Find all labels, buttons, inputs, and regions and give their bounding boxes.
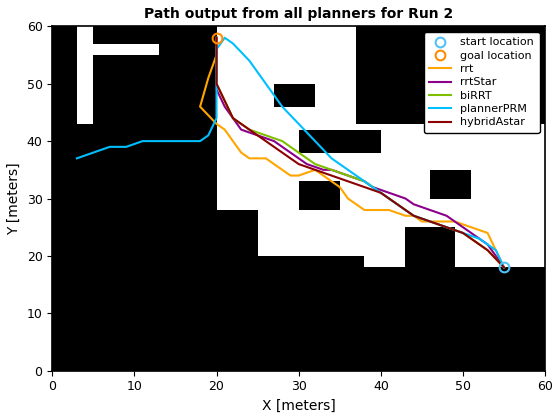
Bar bbox=[258, 256, 365, 285]
Bar bbox=[217, 285, 365, 371]
Bar bbox=[52, 210, 217, 371]
Bar bbox=[94, 26, 159, 44]
Bar bbox=[159, 170, 200, 187]
Bar bbox=[356, 26, 545, 124]
Bar bbox=[340, 130, 381, 152]
Bar bbox=[94, 55, 159, 124]
Bar bbox=[298, 130, 340, 152]
Legend: start location, goal location, rrt, rrtStar, biRRT, plannerPRM, hybridAstar: start location, goal location, rrt, rrtS… bbox=[423, 32, 540, 133]
Bar bbox=[430, 170, 471, 199]
Bar bbox=[52, 26, 77, 124]
Bar bbox=[274, 84, 315, 107]
Bar bbox=[159, 26, 217, 124]
Bar bbox=[167, 233, 208, 256]
Bar bbox=[101, 170, 143, 187]
Y-axis label: Y [meters]: Y [meters] bbox=[7, 162, 21, 235]
Bar bbox=[101, 233, 143, 256]
Bar bbox=[405, 227, 455, 268]
Bar bbox=[365, 268, 545, 371]
Bar bbox=[52, 124, 217, 210]
Bar bbox=[217, 210, 258, 285]
X-axis label: X [meters]: X [meters] bbox=[262, 399, 335, 413]
Title: Path output from all planners for Run 2: Path output from all planners for Run 2 bbox=[144, 7, 453, 21]
Bar bbox=[298, 181, 340, 210]
